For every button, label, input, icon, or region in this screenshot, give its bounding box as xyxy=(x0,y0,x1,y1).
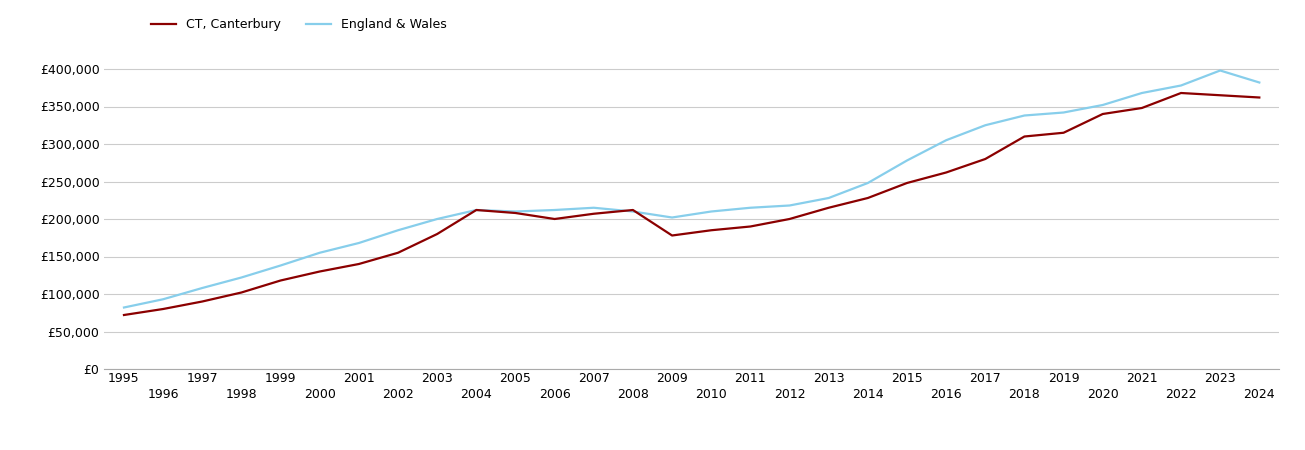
CT, Canterbury xyxy=(938,170,954,175)
England & Wales xyxy=(586,205,602,211)
England & Wales xyxy=(468,207,484,213)
CT, Canterbury xyxy=(1056,130,1071,135)
CT, Canterbury xyxy=(429,231,445,237)
England & Wales xyxy=(977,122,993,128)
CT, Canterbury xyxy=(743,224,758,229)
England & Wales xyxy=(1017,113,1032,118)
England & Wales xyxy=(703,209,719,214)
England & Wales xyxy=(312,250,328,256)
CT, Canterbury xyxy=(508,210,523,216)
CT, Canterbury xyxy=(703,228,719,233)
England & Wales xyxy=(1251,80,1267,85)
CT, Canterbury xyxy=(1017,134,1032,139)
Line: CT, Canterbury: CT, Canterbury xyxy=(124,93,1259,315)
CT, Canterbury xyxy=(1251,95,1267,100)
CT, Canterbury xyxy=(116,312,132,318)
CT, Canterbury xyxy=(547,216,562,222)
Legend: CT, Canterbury, England & Wales: CT, Canterbury, England & Wales xyxy=(146,13,452,36)
England & Wales xyxy=(508,209,523,214)
CT, Canterbury xyxy=(586,211,602,216)
England & Wales xyxy=(547,207,562,213)
CT, Canterbury xyxy=(234,290,249,295)
England & Wales xyxy=(155,297,171,302)
CT, Canterbury xyxy=(1212,93,1228,98)
CT, Canterbury xyxy=(1173,90,1189,96)
England & Wales xyxy=(664,215,680,220)
England & Wales xyxy=(194,285,210,291)
England & Wales xyxy=(116,305,132,310)
England & Wales xyxy=(625,209,641,214)
CT, Canterbury xyxy=(273,278,288,283)
CT, Canterbury xyxy=(155,306,171,312)
CT, Canterbury xyxy=(977,156,993,162)
CT, Canterbury xyxy=(194,299,210,304)
CT, Canterbury xyxy=(782,216,797,222)
England & Wales xyxy=(1056,110,1071,115)
CT, Canterbury xyxy=(1095,111,1111,117)
England & Wales xyxy=(429,216,445,222)
CT, Canterbury xyxy=(390,250,406,256)
England & Wales xyxy=(1173,83,1189,88)
England & Wales xyxy=(1095,102,1111,108)
CT, Canterbury xyxy=(1134,105,1150,111)
England & Wales xyxy=(234,275,249,280)
CT, Canterbury xyxy=(860,195,876,201)
CT, Canterbury xyxy=(664,233,680,238)
England & Wales xyxy=(1212,68,1228,73)
CT, Canterbury xyxy=(351,261,367,267)
England & Wales xyxy=(1134,90,1150,96)
England & Wales xyxy=(782,203,797,208)
CT, Canterbury xyxy=(312,269,328,274)
England & Wales xyxy=(351,240,367,246)
CT, Canterbury xyxy=(821,205,837,211)
CT, Canterbury xyxy=(625,207,641,213)
England & Wales xyxy=(899,158,915,163)
England & Wales xyxy=(390,228,406,233)
England & Wales xyxy=(938,138,954,143)
England & Wales xyxy=(743,205,758,211)
Line: England & Wales: England & Wales xyxy=(124,71,1259,307)
CT, Canterbury xyxy=(899,180,915,186)
England & Wales xyxy=(273,263,288,268)
CT, Canterbury xyxy=(468,207,484,213)
England & Wales xyxy=(860,180,876,186)
England & Wales xyxy=(821,195,837,201)
